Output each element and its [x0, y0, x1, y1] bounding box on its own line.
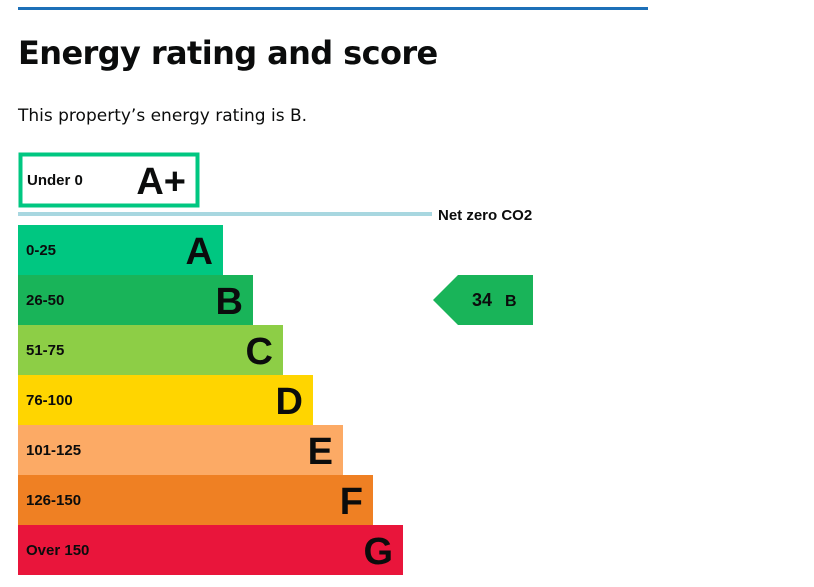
current-rating-arrow — [433, 275, 533, 325]
band-a-plus-letter: A+ — [136, 161, 186, 203]
band-d-letter: D — [276, 381, 303, 423]
band-f-bar — [18, 475, 373, 525]
band-c-letter: C — [246, 331, 273, 373]
band-a-range: 0-25 — [26, 242, 56, 259]
band-g-letter: G — [363, 531, 393, 573]
band-c-range: 51-75 — [26, 342, 64, 359]
band-d-bar — [18, 375, 313, 425]
band-c-bar — [18, 325, 283, 375]
current-score: 34 — [472, 290, 492, 310]
band-d-range: 76-100 — [26, 392, 73, 409]
current-band-letter: B — [505, 293, 517, 310]
net-zero-divider — [18, 212, 432, 216]
band-b-bar — [18, 275, 253, 325]
band-e-letter: E — [308, 431, 333, 473]
band-a-plus-range: Under 0 — [27, 172, 83, 189]
band-f-range: 126-150 — [26, 492, 81, 509]
band-g-bar — [18, 525, 403, 575]
band-f-letter: F — [340, 481, 363, 523]
band-b-letter: B — [216, 281, 243, 323]
band-e-bar — [18, 425, 343, 475]
net-zero-label: Net zero CO2 — [438, 207, 532, 224]
band-e-range: 101-125 — [26, 442, 81, 459]
rating-summary: This property’s energy rating is B. — [18, 106, 308, 126]
top-rule — [18, 7, 648, 10]
band-b-range: 26-50 — [26, 292, 64, 309]
band-a-letter: A — [186, 231, 213, 273]
band-a-plus-outline — [18, 152, 200, 208]
page-title: Energy rating and score — [18, 34, 438, 72]
band-a-bar — [18, 225, 223, 275]
band-g-range: Over 150 — [26, 542, 89, 559]
